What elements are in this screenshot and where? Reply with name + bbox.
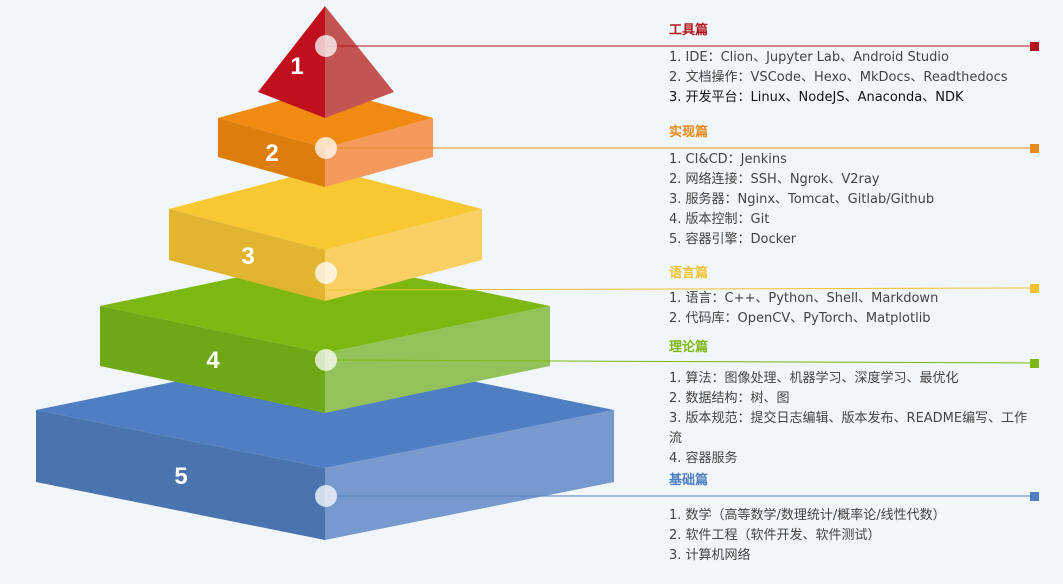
- connector-marker-1: [1030, 42, 1039, 51]
- section-theory-items: 1. 算法：图像处理、机器学习、深度学习、最优化 2. 数据结构：树、图 3. …: [669, 369, 1039, 469]
- connector-line-4: [325, 359, 1033, 364]
- section-tools: 工具篇 1. IDE：Clion、Jupyter Lab、Android Stu…: [669, 22, 1039, 108]
- level-1-right-face: [325, 6, 394, 118]
- connector-marker-3: [1030, 284, 1039, 293]
- list-item: 1. 语言：C++、Python、Shell、Markdown: [669, 291, 939, 306]
- list-item: 4. 容器服务: [669, 451, 738, 466]
- level-2-right-face: [325, 118, 433, 187]
- pyramid-level-3: 3: [169, 168, 482, 301]
- connector-dot-2: [315, 137, 337, 159]
- level-3-number: 3: [241, 243, 254, 270]
- level-3-top-face: [169, 168, 482, 250]
- list-item: 4. 版本控制：Git: [669, 212, 770, 227]
- level-2-left-face: [218, 118, 325, 187]
- level-2-number: 2: [265, 140, 278, 167]
- level-4-number: 4: [206, 347, 220, 374]
- section-implementation-title: 实现篇: [669, 125, 709, 140]
- list-item: 3. 版本规范：提交日志编辑、版本发布、README编写、工作流: [669, 411, 1028, 446]
- level-2-top-face: [218, 88, 433, 148]
- pyramid-level-4: 4: [100, 259, 550, 413]
- pyramid-level-2: 2: [218, 88, 433, 187]
- list-item: 1. CI&CD：Jenkins: [669, 152, 787, 167]
- section-language: 语言篇 1. 语言：C++、Python、Shell、Markdown 2. 代…: [669, 265, 1039, 329]
- list-item: 1. IDE：Clion、Jupyter Lab、Android Studio: [669, 50, 949, 65]
- list-item: 3. 计算机网络: [669, 548, 751, 563]
- list-item: 5. 容器引擎：Docker: [669, 232, 797, 247]
- level-4-right-face: [325, 306, 550, 413]
- connector-dot-5: [315, 485, 337, 507]
- level-1-number: 1: [290, 53, 303, 80]
- connector-marker-2: [1030, 144, 1039, 153]
- section-theory: 理论篇 1. 算法：图像处理、机器学习、深度学习、最优化 2. 数据结构：树、图…: [669, 339, 1039, 469]
- section-foundation-title: 基础篇: [669, 473, 709, 488]
- connector-marker-4: [1030, 359, 1039, 368]
- connector-line-3: [325, 287, 1033, 291]
- level-5-left-face: [36, 410, 325, 540]
- connector-marker-5: [1030, 492, 1039, 501]
- list-item: 2. 软件工程（软件开发、软件测试）: [669, 528, 881, 543]
- section-language-title: 语言篇: [669, 266, 709, 281]
- level-4-left-face: [100, 306, 325, 413]
- section-theory-title: 理论篇: [669, 340, 709, 355]
- section-foundation: 基础篇 1. 数学（高等数学/数理统计/概率论/线性代数） 2. 软件工程（软件…: [669, 472, 1039, 566]
- list-item: 1. 算法：图像处理、机器学习、深度学习、最优化: [669, 371, 959, 386]
- section-implementation: 实现篇 1. CI&CD：Jenkins 2. 网络连接：SSH、Ngrok、V…: [669, 124, 1039, 250]
- list-item: 2. 网络连接：SSH、Ngrok、V2ray: [669, 172, 880, 187]
- level-1-left-face: [258, 6, 325, 118]
- section-implementation-items: 1. CI&CD：Jenkins 2. 网络连接：SSH、Ngrok、V2ray…: [669, 150, 1039, 250]
- pyramid-level-1: 1: [258, 6, 394, 118]
- level-3-left-face: [169, 209, 325, 301]
- section-foundation-items: 1. 数学（高等数学/数理统计/概率论/线性代数） 2. 软件工程（软件开发、软…: [669, 506, 1039, 566]
- list-item: 2. 代码库：OpenCV、PyTorch、Matplotlib: [669, 311, 931, 326]
- level-5-right-face: [325, 410, 614, 540]
- section-tools-items: 1. IDE：Clion、Jupyter Lab、Android Studio …: [669, 48, 1039, 108]
- list-item: 2. 文档操作：VSCode、Hexo、MkDocs、Readthedocs: [669, 70, 1008, 85]
- connector-dot-3: [315, 262, 337, 284]
- list-item: 1. 数学（高等数学/数理统计/概率论/线性代数）: [669, 508, 946, 523]
- connector-dot-1: [315, 35, 337, 57]
- section-language-items: 1. 语言：C++、Python、Shell、Markdown 2. 代码库：O…: [669, 289, 1039, 329]
- list-item: 3. 开发平台：Linux、NodeJS、Anaconda、NDK: [669, 90, 964, 105]
- level-5-number: 5: [174, 463, 187, 490]
- list-item: 3. 服务器：Nginx、Tomcat、Gitlab/Github: [669, 192, 935, 207]
- level-3-right-face: [325, 209, 482, 301]
- connector-dot-4: [315, 349, 337, 371]
- section-tools-title: 工具篇: [669, 23, 709, 38]
- list-item: 2. 数据结构：树、图: [669, 391, 790, 406]
